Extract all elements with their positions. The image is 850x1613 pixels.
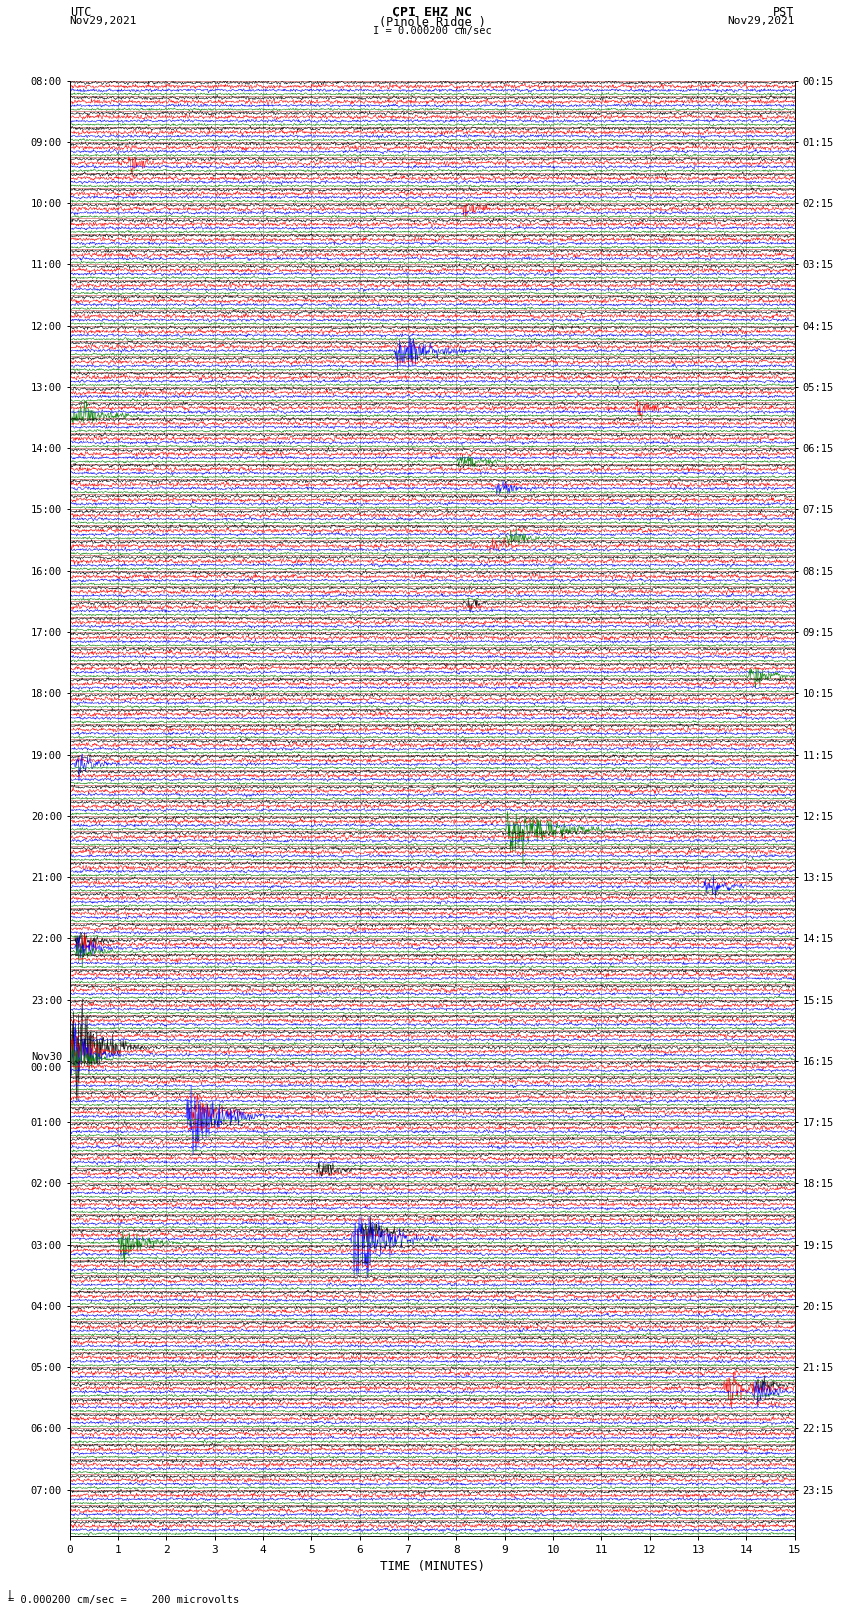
Text: Nov29,2021: Nov29,2021 — [70, 16, 137, 26]
Text: PST: PST — [774, 5, 795, 19]
Text: I = 0.000200 cm/sec: I = 0.000200 cm/sec — [373, 26, 491, 35]
Text: (Pinole Ridge ): (Pinole Ridge ) — [379, 16, 485, 29]
X-axis label: TIME (MINUTES): TIME (MINUTES) — [380, 1560, 484, 1573]
Text: = 0.000200 cm/sec =    200 microvolts: = 0.000200 cm/sec = 200 microvolts — [8, 1595, 240, 1605]
Text: CPI EHZ NC: CPI EHZ NC — [392, 5, 473, 19]
Text: |: | — [7, 1589, 13, 1600]
Text: UTC: UTC — [70, 5, 91, 19]
Text: Nov29,2021: Nov29,2021 — [728, 16, 795, 26]
